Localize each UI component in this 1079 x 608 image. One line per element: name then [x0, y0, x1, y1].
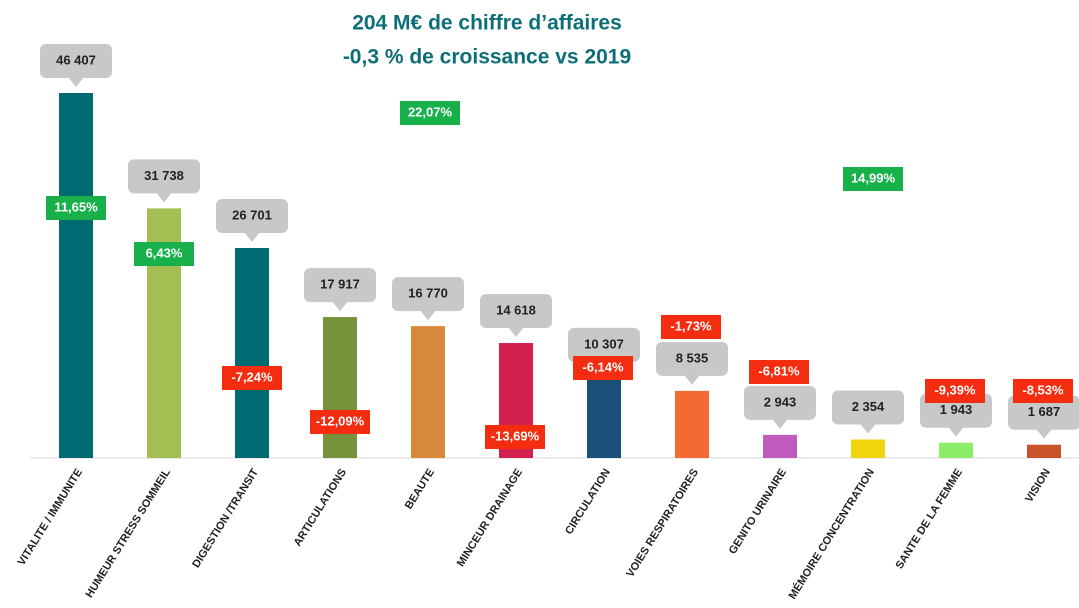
value-callout [480, 294, 552, 329]
growth-tag [134, 242, 194, 266]
value-callout [304, 268, 376, 303]
growth-tag [925, 379, 985, 403]
growth-tag [1013, 379, 1073, 403]
bar [59, 93, 93, 458]
x-tick-label: BEAUTE [403, 467, 437, 512]
value-label: 1 943 [940, 402, 973, 417]
value-label: 16 770 [408, 286, 448, 301]
value-label: 1 687 [1028, 404, 1061, 419]
value-callout [392, 277, 464, 312]
value-callout [568, 327, 640, 362]
growth-label: -12,09% [316, 413, 365, 428]
growth-label: 6,43% [146, 245, 183, 260]
x-tick-label: VISION [1023, 467, 1053, 505]
growth-label: 14,99% [851, 170, 896, 185]
callout-pointer [860, 423, 876, 434]
value-label: 8 535 [676, 350, 709, 365]
value-label: 46 407 [56, 52, 96, 67]
value-label: 26 701 [232, 207, 272, 222]
x-tick-label: ARTICULATIONS [292, 467, 349, 549]
x-tick-label: GENITO URINAIRE [727, 467, 789, 557]
value-label: 14 618 [496, 302, 536, 317]
bar [763, 434, 797, 458]
growth-tag [310, 410, 370, 434]
growth-label: -6,81% [758, 363, 800, 378]
x-tick-label: MÉMOIRE CONCENTRATION [786, 466, 877, 601]
growth-tag [485, 425, 545, 449]
callout-pointer [1036, 428, 1052, 439]
value-callout [1008, 395, 1079, 430]
x-tick-label: VITALITE / IMMUNITE [16, 467, 85, 568]
bar [939, 442, 973, 458]
value-label: 31 738 [144, 168, 184, 183]
callout-pointer [244, 231, 260, 242]
chart-title: -0,3 % de croissance vs 2019 [343, 46, 631, 69]
x-tick-label: VOIES RESPIRATOIRES [624, 467, 701, 580]
value-callout [40, 44, 112, 78]
value-label: 10 307 [584, 336, 624, 351]
callout-pointer [420, 310, 436, 321]
callout-pointer [508, 327, 524, 338]
bar [851, 439, 885, 458]
growth-label: -9,39% [934, 382, 976, 397]
bar [1027, 444, 1061, 458]
growth-tag [573, 356, 633, 380]
growth-label: -13,69% [491, 428, 540, 443]
growth-tag [749, 360, 809, 384]
value-callout [128, 159, 200, 194]
callout-pointer [332, 301, 348, 312]
growth-label: 22,07% [408, 104, 453, 119]
callout-pointer [772, 418, 788, 429]
value-label: 2 943 [764, 394, 797, 409]
value-callout [656, 341, 728, 376]
value-callout [744, 385, 816, 420]
x-tick-label: CIRCULATION [563, 467, 613, 537]
growth-label: -8,53% [1022, 382, 1064, 397]
x-tick-label: SANTE DE LA FEMME [894, 467, 965, 571]
growth-tag [46, 196, 106, 220]
callout-pointer [684, 374, 700, 385]
bar [675, 390, 709, 458]
x-tick-label: DIGESTION /TRANSIT [190, 467, 261, 571]
bar [411, 326, 445, 458]
growth-tag [400, 101, 460, 125]
bar [587, 376, 621, 458]
x-tick-label: MINCEUR DRAINAGE [455, 467, 525, 569]
growth-label: -6,14% [582, 359, 624, 374]
growth-label: -7,24% [231, 369, 273, 384]
value-label: 2 354 [852, 399, 885, 414]
growth-tag [661, 315, 721, 339]
bar [323, 317, 357, 458]
value-callout [832, 390, 904, 425]
callout-pointer [68, 77, 84, 87]
value-label: 17 917 [320, 277, 360, 292]
callout-pointer [156, 192, 172, 203]
x-tick-label: HUMEUR STRESS SOMMEIL [83, 467, 173, 601]
callout-pointer [948, 426, 964, 437]
growth-label: -1,73% [670, 318, 712, 333]
growth-tag [222, 366, 282, 390]
growth-label: 11,65% [54, 199, 98, 214]
chart-title: 204 M€ de chiffre d’affaires [352, 12, 622, 35]
bar [235, 247, 269, 458]
growth-tag [843, 167, 903, 191]
value-callout [216, 198, 288, 233]
